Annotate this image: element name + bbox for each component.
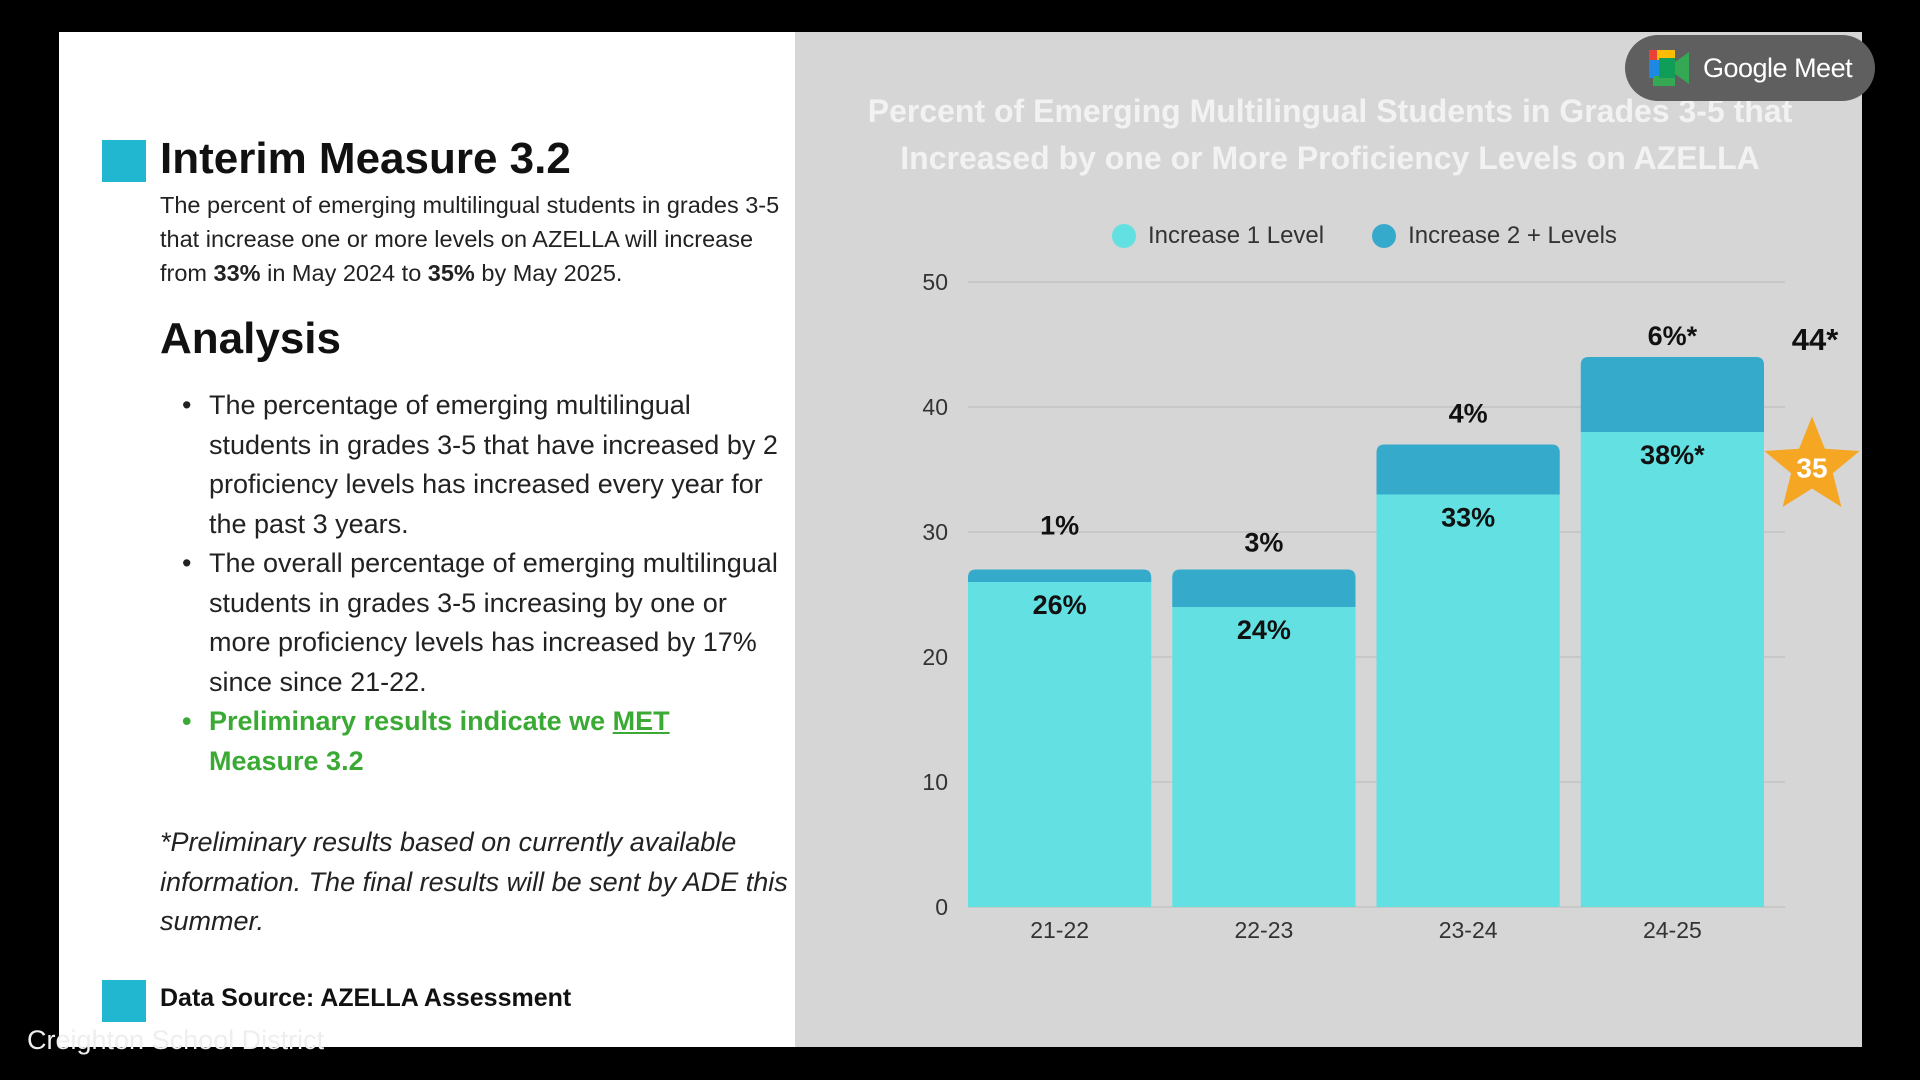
- title-marker: [102, 140, 146, 182]
- legend-swatch-2: [1372, 224, 1397, 248]
- data-label-increase-2: 3%: [1244, 528, 1283, 558]
- footnote: *Preliminary results based on currently …: [160, 827, 788, 936]
- x-tick-label: 22-23: [1234, 917, 1293, 943]
- bar-increase-1-level: [968, 582, 1152, 907]
- target-star-icon: [1764, 416, 1860, 507]
- legend-label-2: Increase 2 + Levels: [1408, 222, 1617, 249]
- bar-increase-2-levels: [1172, 569, 1356, 607]
- y-tick-label: 50: [922, 269, 948, 295]
- source-marker: [102, 980, 146, 1022]
- analysis-heading: Analysis: [160, 314, 341, 363]
- data-label-increase-1: 33%: [1441, 503, 1495, 533]
- result-bullet: Preliminary results indicate we MET Meas…: [170, 702, 780, 781]
- bar-increase-2-levels: [1376, 444, 1560, 495]
- bar-increase-1-level: [1172, 607, 1356, 907]
- data-label-increase-2: 6%*: [1648, 321, 1698, 351]
- google-meet-badge: Google Meet: [1625, 35, 1875, 101]
- google-meet-icon: [1649, 50, 1689, 86]
- target-label: 35: [1796, 453, 1827, 484]
- x-tick-label: 21-22: [1030, 917, 1089, 943]
- presenter-name: Creighton School District: [27, 1025, 325, 1055]
- analysis-bullet: The overall percentage of emerging multi…: [170, 544, 780, 702]
- measure-description: The percent of emerging multilingual stu…: [160, 192, 780, 286]
- y-tick-label: 0: [935, 894, 948, 920]
- x-tick-label: 24-25: [1643, 917, 1702, 943]
- data-source: Data Source: AZELLA Assessment: [160, 984, 572, 1012]
- analysis-list: The percentage of emerging multilingual …: [170, 386, 780, 781]
- y-tick-label: 40: [922, 394, 948, 420]
- data-label-increase-1: 38%*: [1640, 440, 1705, 470]
- bar-increase-2-levels: [1580, 357, 1764, 432]
- y-tick-label: 10: [922, 769, 948, 795]
- legend-label-1: Increase 1 Level: [1148, 222, 1325, 249]
- total-label: 44*: [1792, 322, 1839, 357]
- bar-increase-2-levels: [968, 569, 1152, 582]
- y-tick-label: 20: [922, 644, 948, 670]
- measure-title: Interim Measure 3.2: [160, 134, 571, 183]
- data-label-increase-1: 24%: [1237, 615, 1291, 645]
- bar-increase-1-level: [1580, 432, 1764, 907]
- chart-title: Percent of Emerging Multilingual Student…: [867, 93, 1793, 176]
- data-label-increase-1: 26%: [1033, 590, 1087, 620]
- x-tick-label: 23-24: [1439, 917, 1498, 943]
- legend-swatch-1: [1112, 224, 1136, 248]
- data-label-increase-2: 4%: [1449, 399, 1488, 429]
- google-meet-label: Google Meet: [1703, 52, 1853, 83]
- bar-increase-1-level: [1376, 494, 1560, 907]
- y-tick-label: 30: [922, 519, 948, 545]
- chart-legend: Increase 1 Level Increase 2 + Levels: [1112, 222, 1617, 250]
- data-label-increase-2: 1%: [1040, 511, 1079, 541]
- analysis-bullet: The percentage of emerging multilingual …: [170, 386, 780, 544]
